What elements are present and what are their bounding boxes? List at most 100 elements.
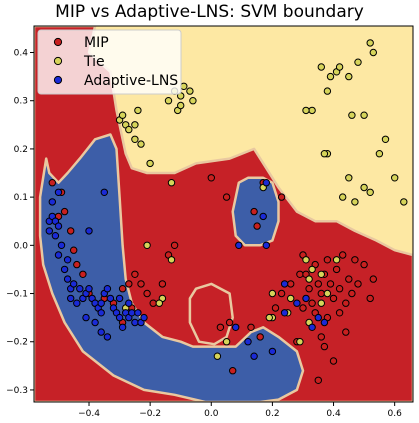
point-adaptive-lns <box>60 265 69 274</box>
point-adaptive-lns <box>259 212 267 221</box>
point-tie <box>164 97 173 105</box>
point-tie <box>287 294 295 303</box>
point-mip <box>348 289 356 298</box>
point-tie <box>134 106 142 115</box>
point-tie <box>332 256 341 264</box>
x-tick-label: −0.2 <box>139 409 161 419</box>
point-adaptive-lns <box>100 188 109 197</box>
point-tie <box>308 265 316 274</box>
point-mip <box>225 318 234 327</box>
point-adaptive-lns <box>118 323 127 331</box>
point-mip <box>222 193 231 201</box>
point-mip <box>253 222 261 230</box>
point-adaptive-lns <box>250 352 258 360</box>
point-tie <box>400 198 408 206</box>
point-mip <box>360 260 368 269</box>
legend-marker-mip <box>53 37 63 47</box>
point-adaptive-lns <box>134 309 142 317</box>
point-mip <box>345 275 353 283</box>
point-mip <box>296 270 304 278</box>
point-mip <box>271 304 280 312</box>
point-tie <box>366 188 374 197</box>
point-tie <box>354 58 362 66</box>
y-axis: −0.3 −0.2 −0.1 0.0 0.1 0.2 0.3 0.4 <box>6 49 34 396</box>
point-adaptive-lns <box>63 256 72 264</box>
point-adaptive-lns <box>106 294 115 303</box>
plot-area <box>34 26 413 402</box>
point-adaptive-lns <box>244 338 252 346</box>
point-mip <box>351 256 359 264</box>
point-tie <box>317 270 325 278</box>
point-tie <box>143 241 151 250</box>
point-mip <box>170 241 179 250</box>
point-adaptive-lns <box>293 299 301 307</box>
point-mip <box>329 357 338 365</box>
point-tie <box>125 125 133 134</box>
point-mip <box>317 289 325 298</box>
point-adaptive-lns <box>103 285 112 293</box>
point-adaptive-lns <box>45 227 53 235</box>
x-axis: −0.4 −0.2 0.0 0.2 0.4 0.6 <box>78 402 402 419</box>
point-tie <box>213 352 222 360</box>
point-adaptive-lns <box>128 309 136 317</box>
point-mip <box>308 299 316 307</box>
x-tick-label: 0.2 <box>265 409 279 419</box>
point-tie <box>339 193 347 201</box>
point-adaptive-lns <box>54 222 63 230</box>
point-mip <box>299 304 307 312</box>
point-adaptive-lns <box>103 333 112 341</box>
point-tie <box>348 111 356 119</box>
point-tie <box>155 299 164 307</box>
legend: MIP Tie Adaptive-LNS <box>37 29 182 95</box>
point-mip <box>149 299 157 307</box>
point-mip <box>125 280 133 288</box>
point-adaptive-lns <box>131 318 139 327</box>
legend-marker-adaptive-lns <box>53 75 63 85</box>
point-adaptive-lns <box>268 347 277 356</box>
point-mip <box>216 323 225 331</box>
point-tie <box>381 135 390 144</box>
point-mip <box>323 256 332 264</box>
point-mip <box>229 367 237 375</box>
point-tie <box>320 150 329 158</box>
point-tie <box>305 275 313 283</box>
region-mip-1 <box>188 282 234 346</box>
point-mip <box>320 342 329 351</box>
point-mip <box>329 294 338 303</box>
point-mip <box>287 280 295 288</box>
point-adaptive-lns <box>280 309 289 317</box>
point-mip <box>342 328 350 336</box>
point-tie <box>265 313 273 322</box>
point-tie <box>317 63 325 71</box>
point-adaptive-lns <box>57 241 66 250</box>
point-tie <box>177 101 185 110</box>
point-tie <box>189 97 197 105</box>
point-mip <box>326 280 335 288</box>
point-mip <box>143 289 151 298</box>
point-tie <box>268 289 277 298</box>
y-tick-label: 0.1 <box>14 193 28 203</box>
legend-label-adaptive-lns: Adaptive-LNS <box>84 73 178 89</box>
point-mip <box>207 174 216 182</box>
point-mip <box>317 333 325 341</box>
point-tie <box>335 63 344 71</box>
point-mip <box>369 275 377 283</box>
x-tick-label: −0.4 <box>78 409 100 419</box>
point-mip <box>70 246 78 254</box>
point-adaptive-lns <box>140 313 148 322</box>
point-mip <box>158 280 167 288</box>
plot-frame <box>33 25 414 403</box>
point-tie <box>360 111 368 119</box>
point-adaptive-lns <box>70 280 78 288</box>
point-adaptive-lns <box>82 313 90 322</box>
point-tie <box>323 289 332 298</box>
y-tick-label: 0.4 <box>14 49 29 59</box>
point-tie <box>375 150 384 158</box>
point-tie <box>308 106 316 115</box>
point-adaptive-lns <box>314 313 322 322</box>
point-tie <box>351 198 359 206</box>
y-tick-label: 0.3 <box>14 97 28 107</box>
point-tie <box>118 111 127 119</box>
point-adaptive-lns <box>91 318 99 327</box>
point-mip <box>366 294 374 303</box>
